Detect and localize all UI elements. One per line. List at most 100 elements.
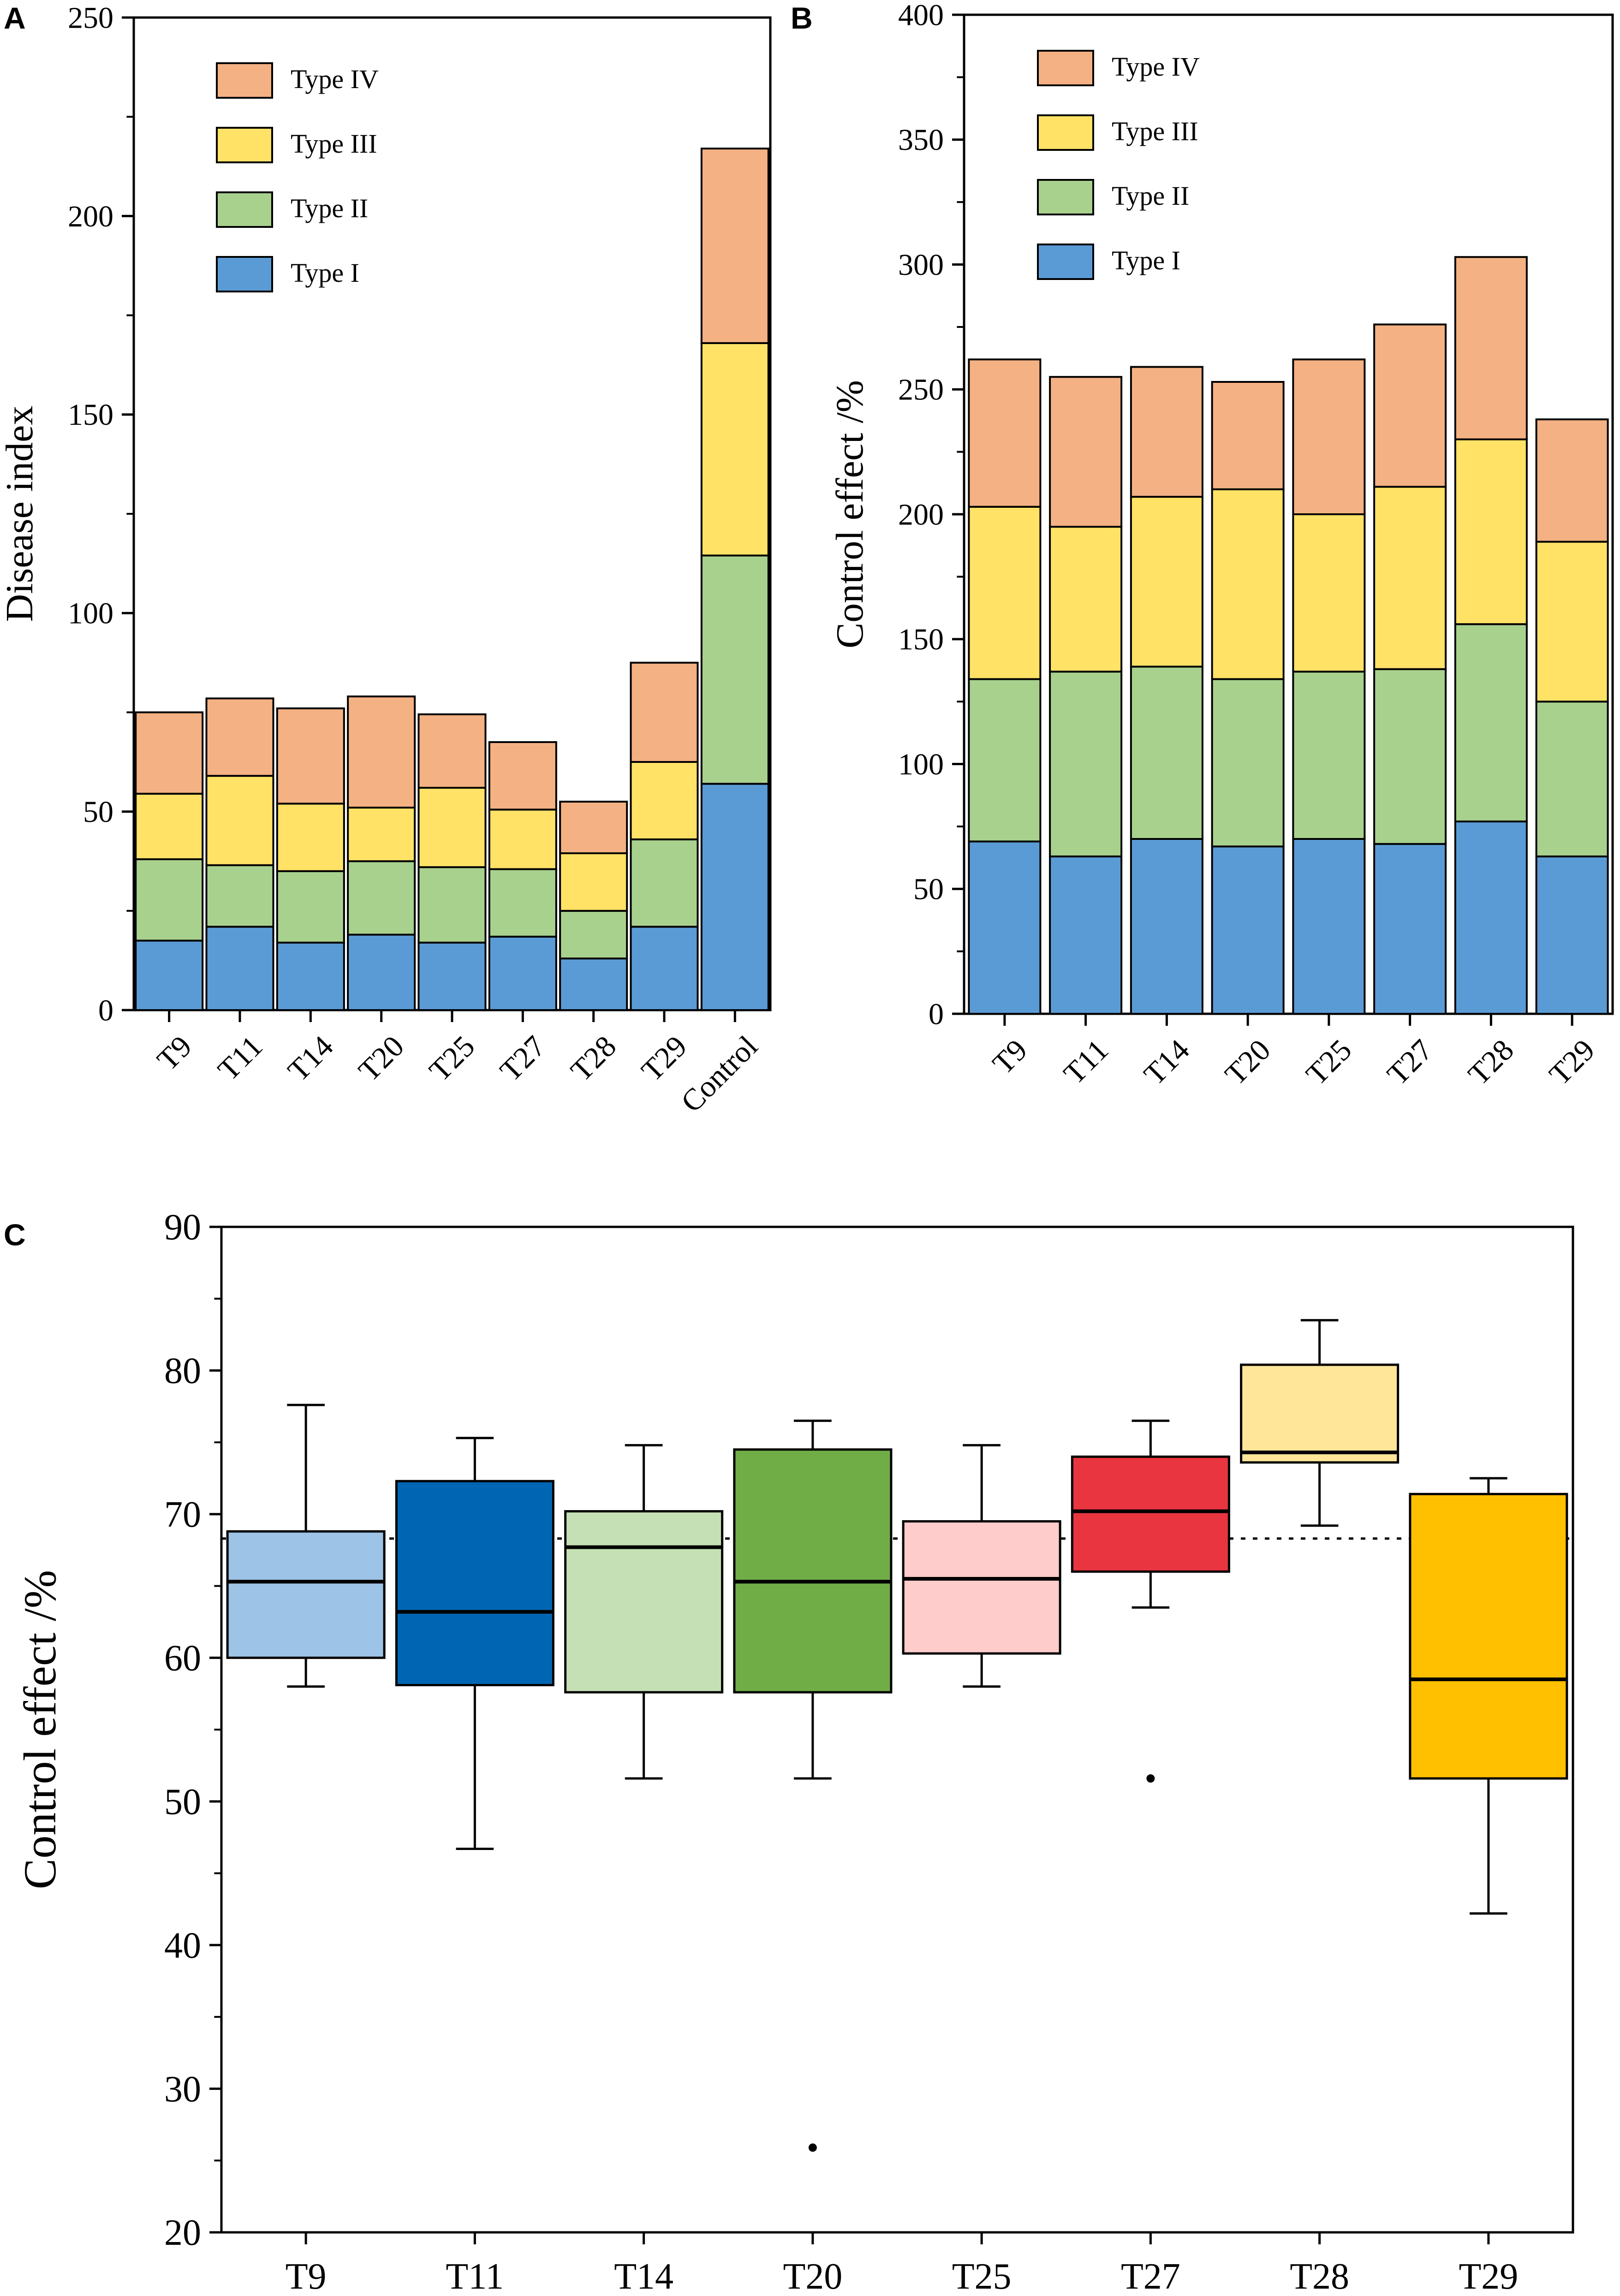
- legend-label: Type IV: [291, 64, 379, 94]
- y-tick-label: 0: [929, 997, 944, 1031]
- x-tick-label: T11: [446, 2256, 504, 2296]
- y-tick-label: 200: [68, 200, 113, 233]
- legend-swatch-type-i: [1037, 244, 1094, 280]
- bar-segment-type-iv-t25: [417, 713, 487, 789]
- bar-segment-type-iii-t14: [276, 803, 345, 872]
- y-tick-label: 60: [164, 1638, 201, 1678]
- bar-segment-type-iii-t11: [1049, 526, 1123, 673]
- y-tick-label: 50: [164, 1782, 201, 1822]
- bar-segment-type-ii-t11: [205, 864, 274, 928]
- bar-segment-type-iv-t25: [1292, 358, 1366, 516]
- bar-segment-type-ii-t9: [968, 678, 1042, 843]
- bar-segment-type-iii-t27: [1373, 486, 1447, 670]
- bar-segment-type-ii-control: [700, 554, 769, 785]
- bar-segment-type-iv-t28: [1454, 256, 1528, 440]
- panel-b-control-effect-stacked-chart: B 0 50 100 150 200 250 300 350 400 Control effect…: [791, 0, 1614, 1092]
- y-tick-label: 150: [898, 623, 944, 656]
- bar-segment-type-i-t14: [1130, 838, 1203, 1015]
- box-t25: [902, 1520, 1061, 1655]
- bar-segment-type-iv-t20: [347, 695, 416, 809]
- bar-segment-type-ii-t25: [417, 866, 487, 944]
- y-tick-label: 200: [898, 498, 944, 531]
- box-t11: [395, 1480, 554, 1686]
- bar-segment-type-iv-t9: [968, 358, 1042, 508]
- bar-segment-type-ii-t29: [630, 838, 699, 928]
- y-tick-label: 50: [83, 795, 113, 829]
- y-tick-label: 40: [164, 1925, 201, 1966]
- y-tick-label: 0: [98, 993, 113, 1027]
- bar-segment-type-iv-t14: [276, 707, 345, 805]
- bar-segment-type-iii-t9: [968, 506, 1042, 680]
- x-tick-label: T20: [783, 2256, 842, 2296]
- bar-segment-type-i-t11: [1049, 855, 1123, 1015]
- legend-swatch-type-i: [216, 256, 273, 292]
- outlier-point-t20-0: [808, 2143, 817, 2152]
- bar-segment-type-iv-t27: [488, 741, 557, 811]
- bar-segment-type-iii-t28: [1454, 438, 1528, 625]
- bar-segment-type-ii-t14: [276, 870, 345, 944]
- legend-label: Type I: [291, 258, 359, 288]
- y-tick-label: 150: [68, 398, 113, 432]
- bar-segment-type-ii-t20: [1211, 678, 1285, 848]
- y-tick-label: 80: [164, 1351, 201, 1392]
- bar-segment-type-ii-t27: [488, 868, 557, 938]
- bar-segment-type-i-t14: [276, 941, 345, 1011]
- bar-segment-type-ii-t20: [347, 860, 416, 936]
- bar-segment-type-iii-t11: [205, 775, 274, 866]
- legend-label: Type III: [291, 129, 377, 159]
- bar-segment-type-iv-t29: [630, 661, 699, 763]
- bar-segment-type-ii-t14: [1130, 666, 1203, 840]
- bar-segment-type-iv-t27: [1373, 323, 1447, 488]
- x-tick-label: T28: [1290, 2256, 1349, 2296]
- y-tick-label: 300: [898, 248, 944, 282]
- bar-segment-type-iii-t29: [1535, 541, 1609, 703]
- bar-segment-type-iv-t28: [559, 801, 628, 854]
- y-tick-label: 250: [898, 373, 944, 407]
- bar-segment-type-ii-t28: [559, 910, 628, 960]
- panel-c-control-effect-boxplot: C 20 30 40 50 60 70 80 90 Control effect /% T9 T11…: [4, 1207, 1574, 2296]
- bar-segment-type-i-t29: [1535, 855, 1609, 1015]
- bar-segment-type-ii-t28: [1454, 623, 1528, 823]
- bar-segment-type-iv-t20: [1211, 381, 1285, 490]
- bar-segment-type-iv-t29: [1535, 418, 1609, 543]
- box-t28: [1240, 1363, 1400, 1464]
- bar-segment-type-iii-control: [700, 342, 769, 557]
- bar-segment-type-iii-t27: [488, 809, 557, 870]
- y-tick-label: 90: [164, 1207, 201, 1248]
- bar-segment-type-i-t27: [1373, 843, 1447, 1015]
- bar-segment-type-ii-t27: [1373, 668, 1447, 845]
- bar-segment-type-i-t27: [488, 935, 557, 1011]
- bar-segment-type-i-t9: [135, 940, 204, 1011]
- box-t29: [1409, 1493, 1568, 1780]
- bar-segment-type-ii-t25: [1292, 671, 1366, 840]
- bar-segment-type-iv-t11: [205, 697, 274, 777]
- bar-segment-type-iii-t25: [417, 786, 487, 868]
- legend-label: Type III: [1112, 116, 1198, 146]
- outlier-point-t27-0: [1146, 1774, 1155, 1783]
- y-tick-label: 30: [164, 2069, 201, 2110]
- y-tick-label: 350: [898, 123, 944, 157]
- bar-segment-type-i-t25: [1292, 838, 1366, 1015]
- box-t9: [226, 1530, 386, 1659]
- y-tick-label: 250: [68, 1, 113, 35]
- panel-letter-c: C: [4, 1218, 26, 1252]
- legend-swatch-type-ii: [1037, 179, 1094, 215]
- bar-segment-type-iii-t14: [1130, 496, 1203, 668]
- y-axis-label: Control effect /%: [14, 1570, 66, 1889]
- bar-segment-type-iii-t20: [347, 806, 416, 862]
- box-t14: [564, 1510, 724, 1694]
- bar-segment-type-ii-t9: [135, 858, 204, 942]
- legend-swatch-type-iv: [1037, 50, 1094, 86]
- bar-segment-type-iv-t11: [1049, 376, 1123, 528]
- legend-label: Type II: [291, 193, 368, 223]
- box-t20: [733, 1448, 893, 1694]
- bar-segment-type-i-t29: [630, 926, 699, 1011]
- x-tick-label: T14: [614, 2256, 673, 2296]
- y-tick-label: 50: [913, 873, 944, 906]
- bar-segment-type-iv-control: [700, 148, 769, 344]
- legend-label: Type I: [1112, 245, 1180, 275]
- bar-segment-type-iv-t9: [135, 711, 204, 795]
- bar-segment-type-iii-t20: [1211, 488, 1285, 680]
- y-axis-label: Control effect /%: [828, 380, 871, 648]
- bar-segment-type-i-t25: [417, 941, 487, 1011]
